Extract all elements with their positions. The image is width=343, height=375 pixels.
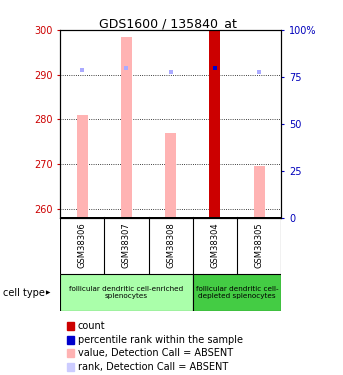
Point	[80, 67, 85, 73]
Text: follicular dendritic cell-enriched
splenocytes: follicular dendritic cell-enriched splen…	[69, 286, 184, 299]
Point	[212, 65, 218, 71]
Text: GDS1600 / 135840_at: GDS1600 / 135840_at	[99, 17, 237, 30]
Text: count: count	[78, 321, 106, 331]
Text: percentile rank within the sample: percentile rank within the sample	[78, 335, 243, 345]
Text: GSM38308: GSM38308	[166, 223, 175, 268]
Text: value, Detection Call = ABSENT: value, Detection Call = ABSENT	[78, 348, 233, 358]
Point	[168, 69, 174, 75]
Bar	[67, 363, 74, 371]
Bar	[67, 349, 74, 357]
Text: rank, Detection Call = ABSENT: rank, Detection Call = ABSENT	[78, 362, 228, 372]
Bar	[165, 133, 176, 218]
Bar	[121, 37, 132, 218]
Point	[257, 69, 262, 75]
Bar	[209, 30, 221, 217]
Bar	[60, 274, 193, 311]
Text: GSM38304: GSM38304	[210, 223, 220, 268]
Point	[124, 65, 129, 71]
Text: GSM38305: GSM38305	[255, 223, 264, 268]
Text: GSM38307: GSM38307	[122, 223, 131, 268]
Bar	[76, 115, 88, 218]
Bar	[193, 274, 281, 311]
Bar	[253, 166, 265, 218]
Bar	[67, 322, 74, 330]
Bar	[67, 336, 74, 344]
Text: cell type: cell type	[3, 288, 45, 297]
Text: GSM38306: GSM38306	[78, 223, 87, 268]
Text: follicular dendritic cell-
depleted splenocytes: follicular dendritic cell- depleted sple…	[196, 286, 278, 299]
